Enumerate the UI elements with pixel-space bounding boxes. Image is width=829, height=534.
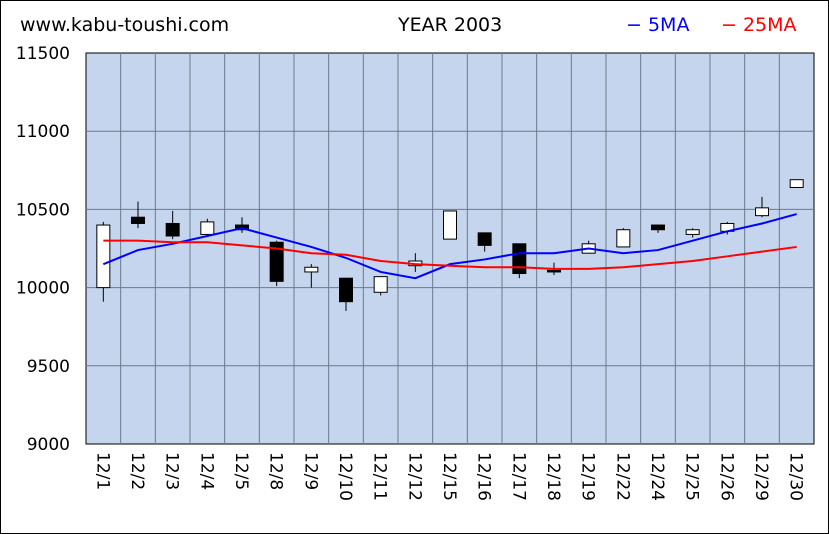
candle-body (651, 224, 665, 231)
x-tick-label: 12/19 (578, 452, 598, 501)
x-tick-label: 12/29 (751, 452, 771, 501)
x-tick-label: 12/24 (647, 452, 667, 501)
x-tick-label: 12/15 (439, 452, 459, 501)
candle-body (269, 241, 284, 282)
candle-body (443, 210, 457, 240)
y-tick-label: 10500 (16, 200, 70, 220)
ma-line-25ma (103, 239, 797, 270)
x-tick-label: 12/18 (543, 452, 563, 501)
x-tick-label: 12/17 (508, 452, 528, 501)
x-tick-label: 12/22 (612, 452, 632, 501)
y-tick-label: 11500 (16, 44, 70, 64)
candle-body (96, 224, 111, 289)
site-url[interactable]: www.kabu-toushi.com (20, 14, 230, 36)
x-tick-label: 12/30 (786, 452, 806, 501)
candle-body (373, 276, 388, 293)
legend-5ma: − 5MA (626, 14, 690, 36)
legend-25ma: − 25MA (721, 14, 797, 36)
x-tick-label: 12/5 (231, 452, 251, 490)
candle-body (755, 207, 769, 217)
x-tick-label: 12/9 (300, 452, 320, 490)
candle-body (477, 232, 492, 246)
x-tick-label: 12/2 (127, 452, 147, 490)
candle-body (547, 269, 561, 273)
candle-body (339, 277, 353, 303)
candle-body (165, 222, 180, 237)
candle-body (304, 266, 319, 273)
y-tick-label: 10000 (16, 279, 70, 299)
candle-body (512, 243, 527, 275)
chart-title: YEAR 2003 (398, 14, 503, 36)
x-tick-label: 12/1 (92, 452, 112, 490)
x-tick-label: 12/11 (370, 452, 390, 501)
candle-body (616, 229, 631, 248)
x-tick-label: 12/16 (474, 452, 494, 501)
candle-body (789, 179, 804, 189)
x-tick-label: 12/12 (404, 452, 424, 501)
y-tick-label: 9500 (27, 357, 70, 377)
x-tick-label: 12/25 (682, 452, 702, 501)
y-tick-label: 11000 (16, 122, 70, 142)
candle-body (685, 229, 700, 235)
ma-line-5ma (102, 213, 797, 280)
x-tick-label: 12/4 (196, 452, 216, 490)
candle-body (131, 216, 145, 224)
x-tick-label: 12/3 (162, 452, 182, 490)
x-tick-label: 12/26 (716, 452, 736, 501)
x-tick-label: 12/8 (266, 452, 286, 490)
x-tick-label: 12/10 (335, 452, 355, 501)
plot-area (85, 52, 815, 445)
y-tick-label: 9000 (27, 435, 70, 455)
candle-body (200, 221, 215, 235)
